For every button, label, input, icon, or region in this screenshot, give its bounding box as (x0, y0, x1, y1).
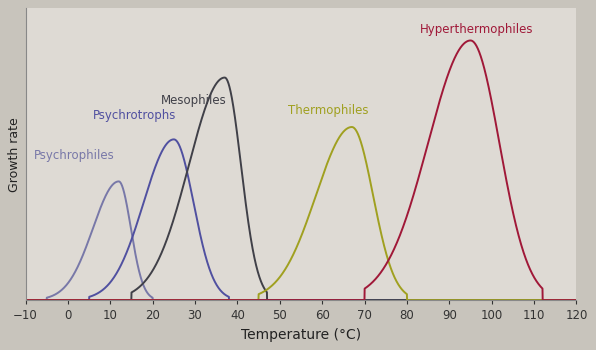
X-axis label: Temperature (°C): Temperature (°C) (241, 328, 361, 342)
Y-axis label: Growth rate: Growth rate (8, 117, 21, 191)
Text: Hyperthermophiles: Hyperthermophiles (420, 22, 533, 36)
Text: Thermophiles: Thermophiles (288, 104, 369, 117)
Text: Mesophiles: Mesophiles (161, 94, 227, 107)
Text: Psychrotrophs: Psychrotrophs (94, 109, 176, 122)
Text: Psychrophiles: Psychrophiles (34, 149, 114, 162)
